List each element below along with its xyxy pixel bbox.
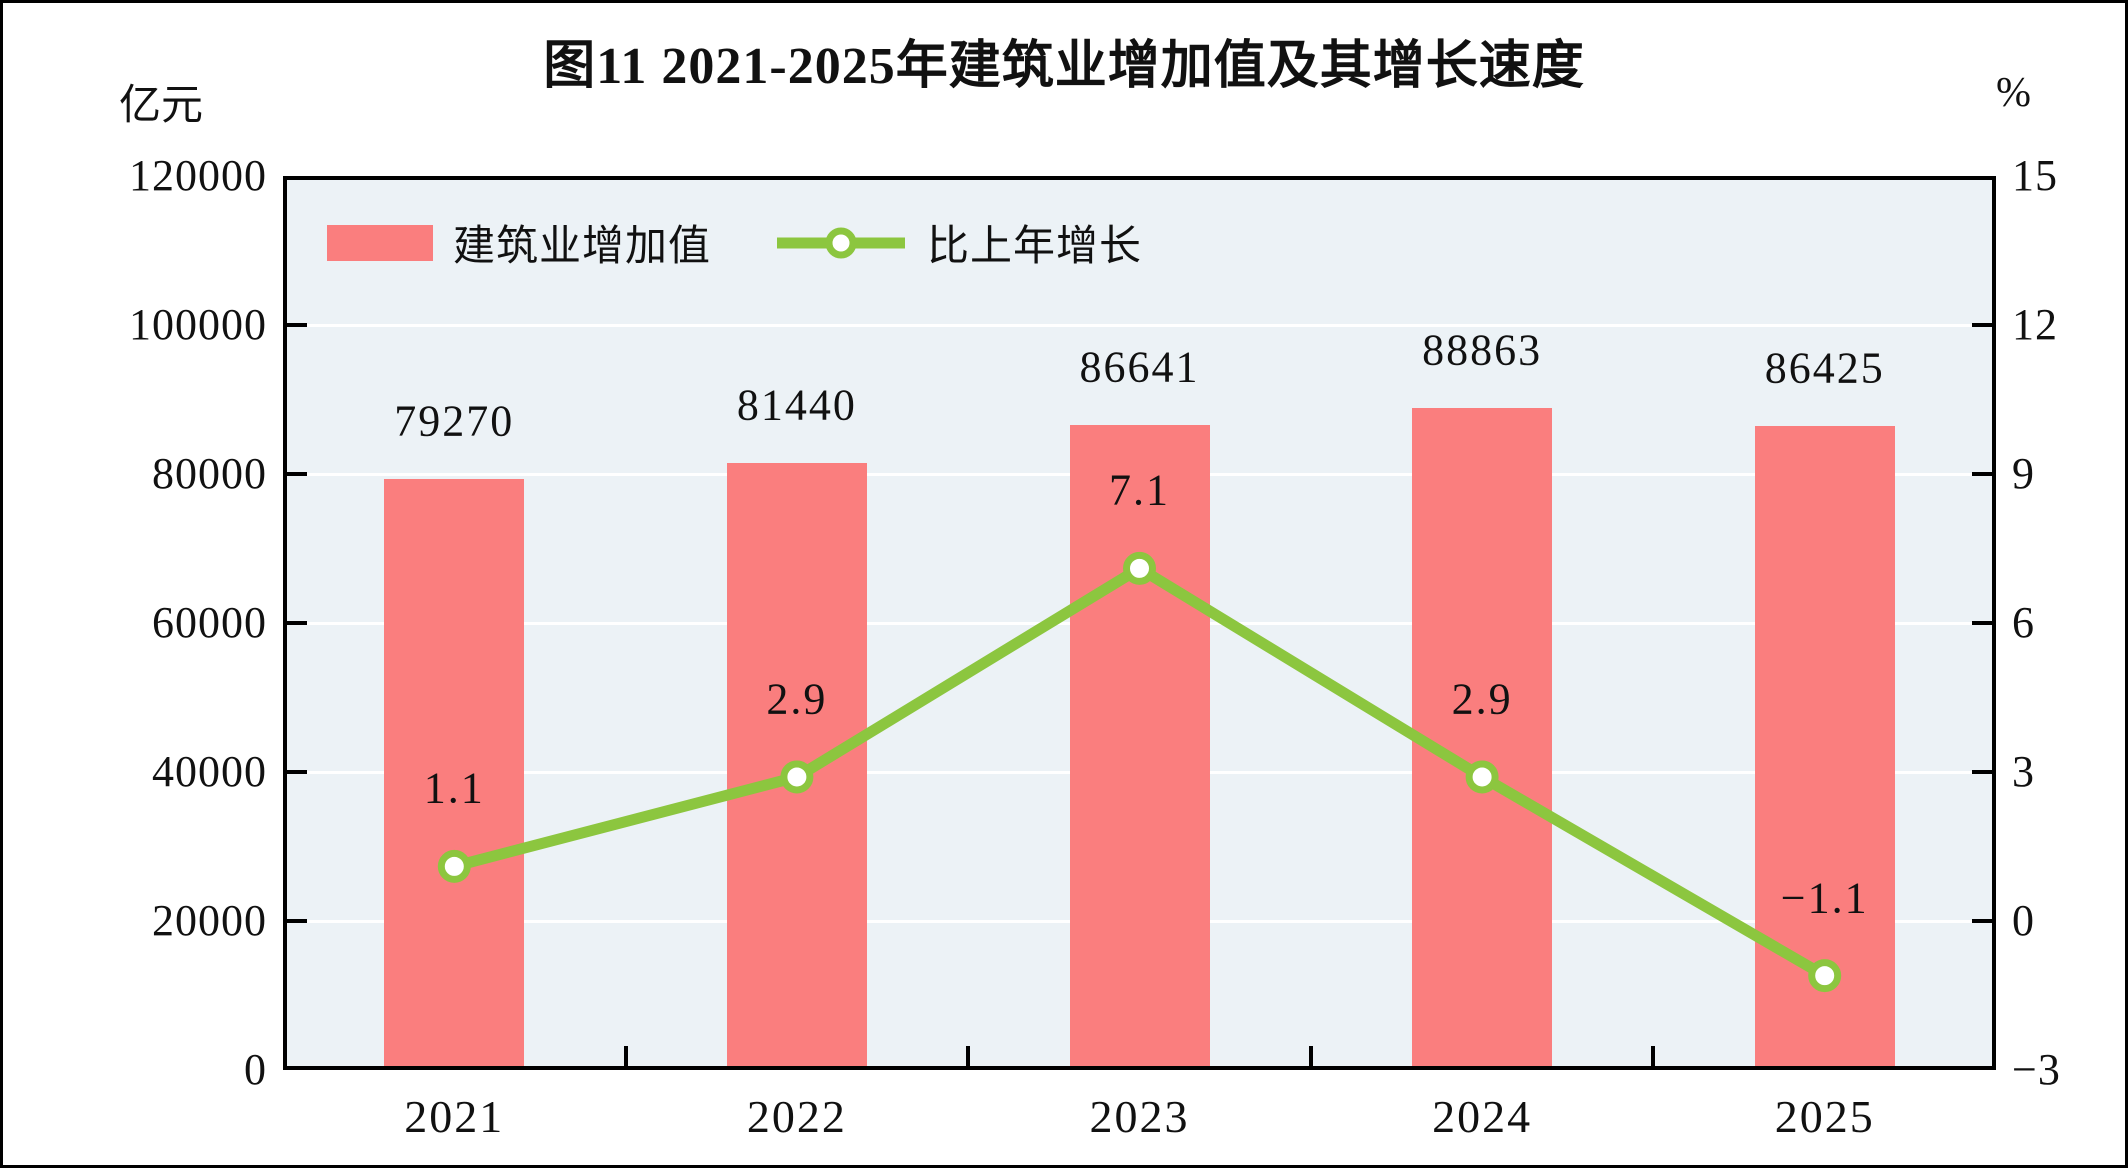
bar-2021 [384,479,525,1070]
left-axis-unit-label: 亿元 [118,83,203,129]
plot-area: 建筑业增加值 比上年增长 79270 81440 86641 88863 86425 1.… [283,176,1996,1070]
right-axis-tick [1972,621,1996,625]
legend: 建筑业增加值 比上年增长 [327,212,1142,273]
right-axis-tick [1972,919,1996,923]
right-axis-tick-label: 15 [2012,151,2058,200]
chart-title: 图11 2021-2025年建筑业增加值及其增长速度 [543,38,1585,95]
right-axis-tick-label: 6 [2012,598,2035,647]
growth-value-label: 1.1 [423,763,485,813]
growth-value-label: 2.9 [1451,674,1513,724]
bar-value-label: 86425 [1764,343,1885,393]
bar-value-label: 88863 [1422,325,1543,375]
x-axis-tick [1308,1046,1313,1070]
right-axis-tick [1972,472,1996,476]
bar-value-label: 81440 [736,380,857,430]
left-axis-tick [283,919,307,923]
data-point-marker-2023 [1123,551,1156,585]
growth-value-label: 7.1 [1109,465,1170,515]
data-point-marker-2025 [1808,959,1842,993]
left-axis-tick-label: 40000 [152,747,267,796]
right-axis-tick-label: 3 [2012,747,2035,796]
left-axis-tick-label: 0 [244,1045,267,1094]
right-axis-tick-label: −3 [2012,1045,2061,1094]
growth-line [452,561,1828,981]
data-point-marker-2021 [437,849,471,883]
right-axis-tick [1972,323,1996,327]
left-axis-tick [283,323,307,327]
x-axis-label-2024: 2024 [1432,1091,1533,1142]
right-axis-unit-label: % [1996,70,2031,116]
growth-value-label: 2.9 [766,674,828,724]
x-axis-tick [966,1046,971,1070]
left-axis-tick-label: 120000 [129,151,267,200]
legend-bar-swatch-icon [327,224,433,261]
bar-value-label: 86641 [1079,342,1200,392]
left-axis-tick-label: 80000 [152,449,267,498]
x-axis-label-2025: 2025 [1774,1091,1875,1142]
right-axis-tick [1972,770,1996,774]
bar-value-label: 79270 [394,396,515,446]
left-axis-tick-label: 100000 [129,300,267,349]
bar-2023 [1069,424,1210,1070]
x-axis-tick [1651,1046,1656,1070]
data-point-marker-2024 [1465,760,1499,794]
right-axis-tick-label: 12 [2012,300,2058,349]
gridline [283,323,1996,327]
legend-line-label: 比上年增长 [927,224,1143,270]
legend-bar-label: 建筑业增加值 [453,224,712,270]
left-axis-tick [283,472,307,476]
right-axis-tick-label: 0 [2012,896,2035,945]
legend-line-marker-icon [777,227,906,258]
left-axis-tick [283,770,307,774]
x-axis-label-2022: 2022 [746,1091,847,1142]
x-axis-tick [623,1046,628,1070]
left-axis-tick-label: 20000 [152,896,267,945]
growth-line-chart [437,551,1842,993]
x-axis-label-2021: 2021 [404,1091,505,1142]
data-point-marker-2022 [780,760,814,794]
bar-2024 [1412,407,1553,1070]
left-axis-tick [283,621,307,625]
right-axis-tick-label: 9 [2012,449,2035,498]
x-axis-label-2023: 2023 [1089,1091,1190,1142]
left-axis-tick-label: 60000 [152,598,267,647]
growth-value-label: −1.1 [1780,873,1869,923]
